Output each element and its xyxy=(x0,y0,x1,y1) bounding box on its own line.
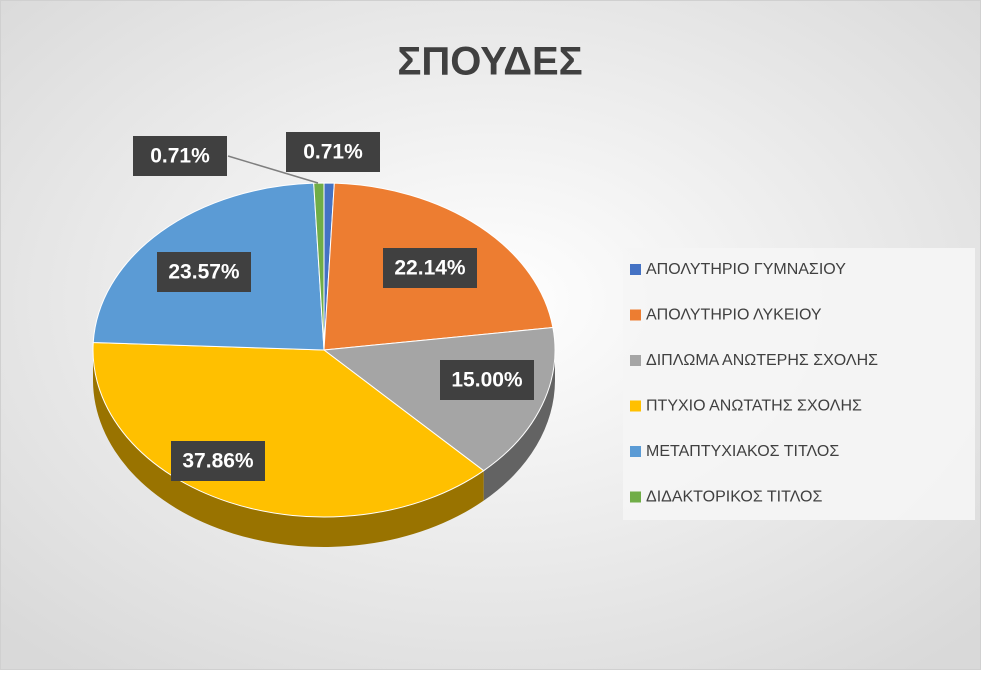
data-label-box xyxy=(133,136,227,176)
data-label-box xyxy=(171,441,265,481)
legend-swatch xyxy=(630,355,641,366)
leader-line xyxy=(227,155,319,184)
legend-label: ΜΕΤΑΠΤΥΧΙΑΚΟΣ ΤΙΤΛΟΣ xyxy=(646,443,839,460)
legend-label: ΑΠΟΛΥΤΗΡΙΟ ΓΥΜΝΑΣΙΟΥ xyxy=(646,261,846,278)
legend-swatch xyxy=(630,400,641,412)
data-label: 15.00% xyxy=(451,369,523,392)
legend-label: ΔΙΔΑΚΤΟΡΙΚΟΣ ΤΙΤΛΟΣ xyxy=(646,489,822,506)
chart-title: ΣΠΟΥΔΕΣ xyxy=(397,40,582,84)
pie-sides xyxy=(93,350,555,548)
legend-swatch xyxy=(630,446,641,457)
pie-slice xyxy=(313,182,325,351)
data-label: 37.86% xyxy=(182,450,254,473)
pie-side xyxy=(93,350,484,548)
data-label: 23.57% xyxy=(168,261,240,284)
legend: ΑΠΟΛΥΤΗΡΙΟ ΓΥΜΝΑΣΙΟΥ ΑΠΟΛΥΤΗΡΙΟ ΛΥΚΕΙΟΥ ΔΙ… xyxy=(630,261,878,506)
legend-swatch xyxy=(630,491,641,503)
data-label: 0.71% xyxy=(303,141,363,164)
pie-tops xyxy=(92,182,556,518)
legend-label: ΔΙΠΛΩΜΑ ΑΝΩΤΕΡΗΣ ΣΧΟΛΗΣ xyxy=(646,352,878,369)
legend-label: ΠΤΥΧΙΟ ΑΝΩΤΑΤΗΣ ΣΧΟΛΗΣ xyxy=(646,398,862,415)
legend-swatch xyxy=(630,309,641,321)
pie-side xyxy=(483,350,555,501)
legend-box xyxy=(623,248,975,520)
data-label-box xyxy=(440,360,534,400)
legend-label: ΑΠΟΛΥΤΗΡΙΟ ΛΥΚΕΙΟΥ xyxy=(646,307,822,324)
data-label-box xyxy=(157,252,251,292)
legend-swatch xyxy=(630,264,641,275)
data-label: 0.71% xyxy=(150,145,210,168)
data-labels: 0.71% 22.14% 15.00% 37.86% 23.57% 0.71% xyxy=(133,132,534,481)
data-label-box xyxy=(383,248,477,288)
data-label: 22.14% xyxy=(394,257,466,280)
data-label-box xyxy=(286,132,380,172)
